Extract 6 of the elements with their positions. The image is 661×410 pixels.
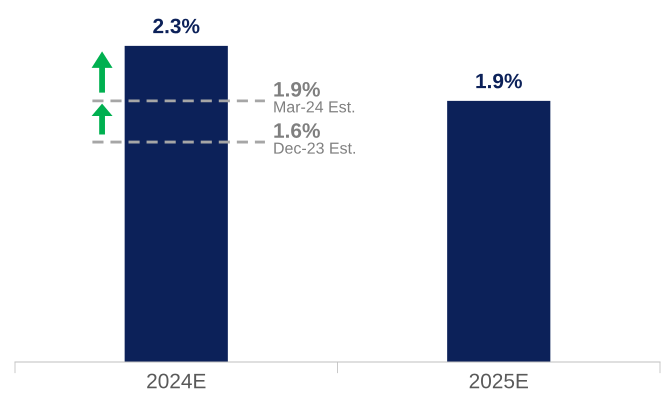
x-tick-label: 2024E xyxy=(147,374,206,388)
ref-line-label: 1.6% Dec-23 Est. xyxy=(274,123,355,154)
ref-line-label: 1.9% Mar-24 Est. xyxy=(274,82,354,113)
x-tick-label: 2025E xyxy=(470,374,528,388)
data-label: 2.3% xyxy=(153,18,200,34)
data-label: 1.9% xyxy=(476,74,522,88)
